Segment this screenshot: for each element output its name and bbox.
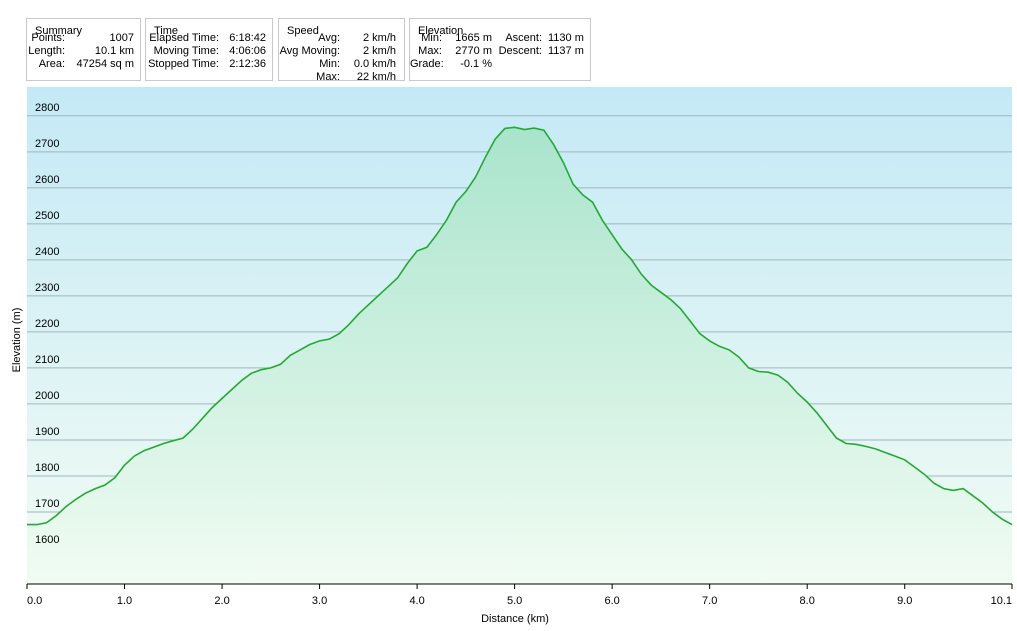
stat-value-min-elevation: 1665 m xyxy=(455,32,492,44)
x-tick-label-4: 4.0 xyxy=(409,595,424,607)
stat-value-length: 10.1 km xyxy=(94,45,134,57)
stat-label-max-elevation: Max: xyxy=(418,45,442,57)
stat-label-max-speed: Max: xyxy=(316,71,340,83)
stat-label-ascent: Ascent: xyxy=(505,32,542,44)
y-tick-label-1700: 1700 xyxy=(35,498,59,510)
time-title: Time xyxy=(154,25,179,37)
stat-label-stopped-time: Stopped Time: xyxy=(148,58,219,70)
y-axis-label: Elevation (m) xyxy=(11,308,23,373)
stat-value-stopped-time: 2:12:36 xyxy=(229,58,266,70)
y-tick-label-1600: 1600 xyxy=(35,534,59,546)
elevation-area xyxy=(27,127,1012,585)
elevation-stats: Min: 1665 m Ascent: 1130 m Max: 2770 m D… xyxy=(410,32,590,71)
stat-label-min-speed: Min: xyxy=(319,58,340,70)
summary-panel: Summary Points: 1007 Length: 10.1 km Are… xyxy=(26,18,141,81)
x-axis-ticks: 0.0 1.0 2.0 3.0 4.0 5.0 6.0 7.0 8.0 9.0 10.1 xyxy=(26,584,1013,607)
stat-value-max-elevation: 2770 m xyxy=(455,45,492,57)
stat-label-grade: Grade: xyxy=(410,58,444,70)
x-tick-label-3: 3.0 xyxy=(312,595,327,607)
stat-label-elapsed-time: Elapsed Time: xyxy=(149,32,219,44)
y-tick-label-2800: 2800 xyxy=(35,102,59,114)
x-tick-label-7: 7.0 xyxy=(702,595,717,607)
x-tick-label-1: 1.0 xyxy=(117,595,132,607)
stat-label-descent: Descent: xyxy=(498,45,542,57)
elevation-line xyxy=(27,126,1013,526)
speed-panel: Speed Avg: 2 km/h Avg Moving: 2 km/h Min… xyxy=(278,18,405,84)
stat-value-descent: 1137 m xyxy=(548,45,584,57)
time-panel: Time Elapsed Time: 6:18:42 Moving Time: … xyxy=(145,18,273,81)
x-tick-label-0: 0.0 xyxy=(27,595,42,607)
stat-value-grade: -0.1 % xyxy=(460,58,492,70)
y-tick-label-2700: 2700 xyxy=(35,138,59,150)
stat-label-avg-moving-speed: Avg Moving: xyxy=(279,45,340,57)
stat-label-moving-time: Moving Time: xyxy=(153,45,219,57)
stat-label-area: Area: xyxy=(38,58,65,70)
stat-label-avg-speed: Avg: xyxy=(318,32,340,44)
y-axis-ticks: 1600 1700 1800 1900 2000 2100 2200 2300 2400 2500… xyxy=(35,102,59,546)
x-tick-label-6: 6.0 xyxy=(605,595,620,607)
stat-value-elapsed-time: 6:18:42 xyxy=(229,32,266,44)
stat-value-avg-moving-speed: 2 km/h xyxy=(362,45,396,57)
stat-value-ascent: 1130 m xyxy=(548,32,584,44)
summary-title: Summary xyxy=(35,25,83,37)
x-tick-label-10: 10.1 xyxy=(991,595,1012,607)
y-tick-label-1900: 1900 xyxy=(35,426,59,438)
stat-value-max-speed: 22 km/h xyxy=(356,71,396,83)
x-tick-label-8: 8.0 xyxy=(800,595,815,607)
speed-title: Speed xyxy=(287,25,319,37)
stat-value-moving-time: 4:06:06 xyxy=(229,45,266,57)
y-tick-label-2600: 2600 xyxy=(35,174,59,186)
y-tick-label-2100: 2100 xyxy=(35,354,59,366)
summary-stats: Points: 1007 Length: 10.1 km Area: 47254… xyxy=(27,32,140,71)
y-tick-label-2200: 2200 xyxy=(35,318,59,330)
elevation-panel: Elevation Min: 1665 m Ascent: 1130 m Max… xyxy=(409,18,591,81)
x-tick-label-9: 9.0 xyxy=(897,595,912,607)
stat-value-avg-speed: 2 km/h xyxy=(362,32,396,44)
y-tick-label-2500: 2500 xyxy=(35,210,59,222)
speed-stats: Avg: 2 km/h Avg Moving: 2 km/h Min: 0.0 … xyxy=(279,32,404,84)
x-tick-label-5: 5.0 xyxy=(507,595,522,607)
x-axis-label: Distance (km) xyxy=(481,613,549,625)
x-tick-label-2: 2.0 xyxy=(214,595,229,607)
y-tick-label-2000: 2000 xyxy=(35,390,59,402)
stat-value-min-speed: 0.0 km/h xyxy=(353,58,396,70)
stat-value-points: 1007 xyxy=(109,32,134,44)
stat-label-length: Length: xyxy=(28,45,65,57)
stat-value-area: 47254 sq m xyxy=(76,58,134,70)
stat-label-points: Points: xyxy=(31,32,65,44)
elevation-title: Elevation xyxy=(418,25,464,37)
y-tick-label-2400: 2400 xyxy=(35,246,59,258)
stat-label-min-elevation: Min: xyxy=(421,32,442,44)
y-tick-label-1800: 1800 xyxy=(35,462,59,474)
time-stats: Elapsed Time: 6:18:42 Moving Time: 4:06:… xyxy=(146,32,272,71)
y-tick-label-2300: 2300 xyxy=(35,282,59,294)
